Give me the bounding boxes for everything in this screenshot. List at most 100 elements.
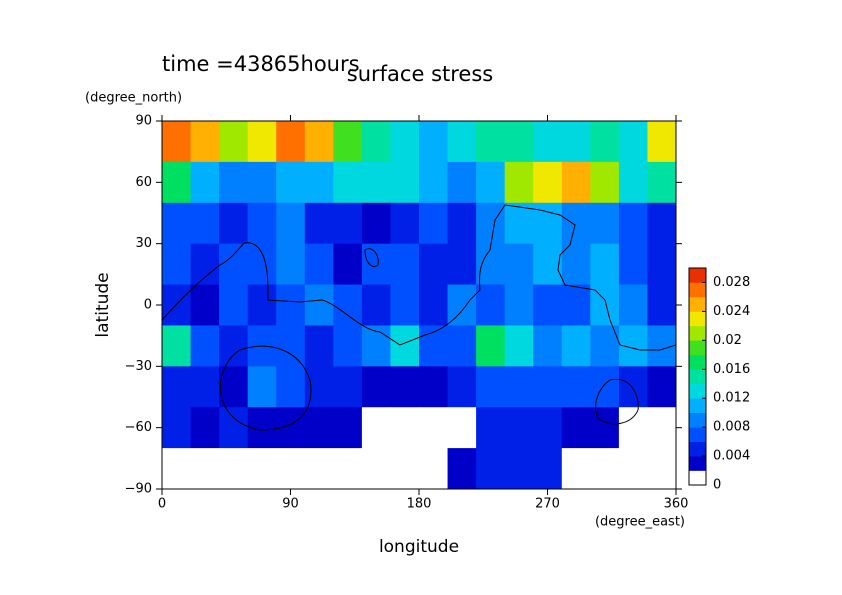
colorbar-tick-label: 0 (713, 478, 721, 493)
contour-cell (276, 325, 306, 367)
contour-cell (419, 243, 449, 286)
contour-cell (504, 366, 534, 408)
contour-cell (419, 202, 449, 245)
contour-cell (561, 366, 591, 408)
contour-cell (390, 243, 420, 286)
contour-cell (647, 243, 677, 286)
subtitle: time =43865hours (162, 52, 360, 76)
contour-cell (561, 121, 591, 163)
coastline (243, 204, 677, 351)
contour-cell (304, 325, 334, 367)
contour-cell (276, 448, 306, 490)
y-unit: (degree_north) (85, 91, 182, 106)
contour-cell (361, 448, 391, 490)
contour-cell (504, 161, 534, 204)
contour-cell (276, 284, 306, 326)
contour-cell (590, 448, 620, 490)
contour-cell (447, 202, 477, 245)
colorbar-tick-label: 0.016 (713, 362, 750, 377)
contour-cell (219, 202, 249, 245)
contour-cell (333, 366, 363, 408)
contour-cell (647, 121, 677, 163)
contour-cell (333, 407, 363, 449)
contour-cell (247, 161, 277, 204)
x-unit: (degree_east) (595, 515, 685, 530)
colorbar-swatch (689, 456, 706, 471)
coastline (161, 242, 245, 321)
x-tick-label: 360 (664, 497, 689, 512)
contour-cell (447, 121, 477, 163)
contour-cell (247, 243, 277, 286)
contour-cell (647, 202, 677, 245)
colorbar-swatch (689, 383, 706, 399)
contour-cell (219, 407, 249, 449)
contour-cell (247, 284, 277, 326)
coastline (219, 345, 312, 431)
contour-cell (304, 284, 334, 326)
contour-cell (390, 448, 420, 490)
contour-cell (162, 284, 192, 326)
contour-cell (533, 121, 563, 163)
contour-cell (590, 366, 620, 408)
contour-cell (219, 284, 249, 326)
colorbar-swatch (689, 354, 706, 370)
y-tick-label: 60 (135, 175, 152, 190)
contour-cell (190, 407, 220, 449)
contour-cell (561, 407, 591, 449)
contour-cell (647, 448, 677, 490)
coastline (364, 248, 379, 267)
contour-cell (476, 366, 506, 408)
contour-cell (476, 121, 506, 163)
contour-cell (276, 121, 306, 163)
contour-cell (533, 202, 563, 245)
colorbar: 0 0.004 0.008 0.012 0.016 0.02 0.024 0.028 (688, 267, 750, 493)
contour-cell (390, 366, 420, 408)
contour-cell (533, 325, 563, 367)
contour-cell (561, 243, 591, 286)
colorbar-swatch (689, 268, 706, 283)
colorbar-swatch (689, 325, 706, 341)
contour-cell (618, 448, 648, 490)
contour-cell (419, 448, 449, 490)
coastline (595, 378, 639, 425)
contour-cell (390, 161, 420, 204)
contour-cell (476, 243, 506, 286)
contour-cell (162, 407, 192, 449)
y-tick-label: 0 (144, 298, 152, 313)
contour-cell (361, 325, 391, 367)
contour-cell (219, 243, 249, 286)
contour-cell (162, 448, 192, 490)
contour-cell (647, 284, 677, 326)
contour-cell (647, 407, 677, 449)
contour-cell (361, 202, 391, 245)
contour-cell (447, 243, 477, 286)
contour-cell (219, 448, 249, 490)
x-tick-label: 90 (282, 497, 299, 512)
colorbar-swatch (689, 427, 706, 442)
contour-cell (419, 366, 449, 408)
contour-cell (590, 407, 620, 449)
colorbar-swatch (689, 311, 706, 327)
contour-cell (333, 448, 363, 490)
contour-cell (390, 284, 420, 326)
contour-cell (276, 243, 306, 286)
contour-cell (504, 325, 534, 367)
contour-cell (190, 325, 220, 367)
contour-cell (504, 284, 534, 326)
contour-cell (304, 161, 334, 204)
contour-cell (219, 325, 249, 367)
colorbar-tick-label: 0.012 (713, 391, 750, 406)
y-tick-label: 30 (135, 236, 152, 251)
contour-cell (590, 284, 620, 326)
contour-cell (618, 202, 648, 245)
colorbar-swatch (689, 470, 706, 486)
contour-cell (504, 121, 534, 163)
contour-cell (647, 161, 677, 204)
colorbar-swatch (689, 296, 706, 312)
contour-cell (361, 161, 391, 204)
contour-cell (419, 407, 449, 449)
contour-cell (504, 243, 534, 286)
contour-cell (361, 284, 391, 326)
colorbar-frame (688, 267, 707, 486)
colorbar-swatch (689, 340, 706, 356)
